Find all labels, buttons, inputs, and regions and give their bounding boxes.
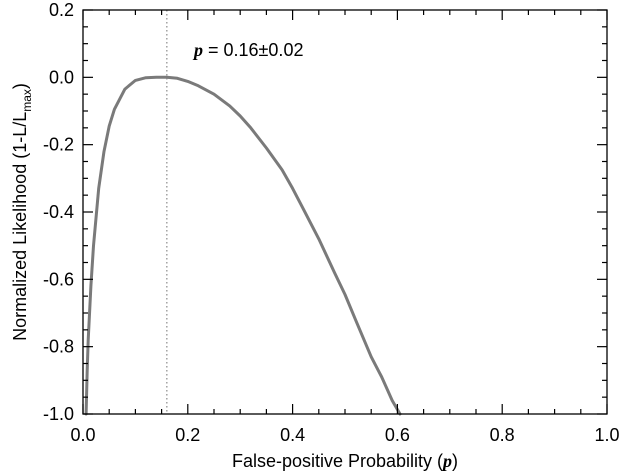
y-axis-title-sub: max (20, 89, 34, 112)
plot-frame (82, 9, 608, 415)
series-line-0 (84, 75, 402, 416)
annotation-var: p (192, 40, 203, 60)
annotation: p = 0.16±0.02 (192, 40, 303, 60)
axis-ticks (82, 9, 608, 415)
x-axis-title-text: False-positive Probability (232, 451, 432, 471)
y-tick-label: -0.8 (43, 337, 74, 357)
tick-labels: 0.0 0.2 0.4 0.6 0.8 1.0 -1.0 -0.8 -0.6 -0.4 -0.2 0.… (43, 0, 620, 445)
x-axis-title-var: p (441, 451, 452, 471)
y-tick-label: -0.6 (43, 269, 74, 289)
x-tick-label: 0.4 (280, 425, 305, 445)
x-tick-label: 1.0 (594, 425, 619, 445)
x-axis-title: False-positive Probability (p) (232, 451, 458, 471)
y-tick-label: 0.0 (49, 67, 74, 87)
x-tick-label: 0.0 (70, 425, 95, 445)
y-axis-title-text: Normalized Likelihood (1-L/L (10, 112, 30, 341)
y-axis-title-close: ) (10, 83, 30, 89)
y-tick-label: -1.0 (43, 404, 74, 424)
y-tick-label: -0.4 (43, 202, 74, 222)
y-axis-title: Normalized Likelihood (1-L/Lmax) (10, 83, 34, 341)
y-tick-label: -0.2 (43, 135, 74, 155)
annotation-text: = 0.16±0.02 (203, 40, 303, 60)
y-tick-label: 0.2 (49, 0, 74, 20)
plot-marks (84, 10, 402, 416)
x-tick-label: 0.6 (385, 425, 410, 445)
x-tick-label: 0.2 (175, 425, 200, 445)
x-tick-label: 0.8 (490, 425, 515, 445)
